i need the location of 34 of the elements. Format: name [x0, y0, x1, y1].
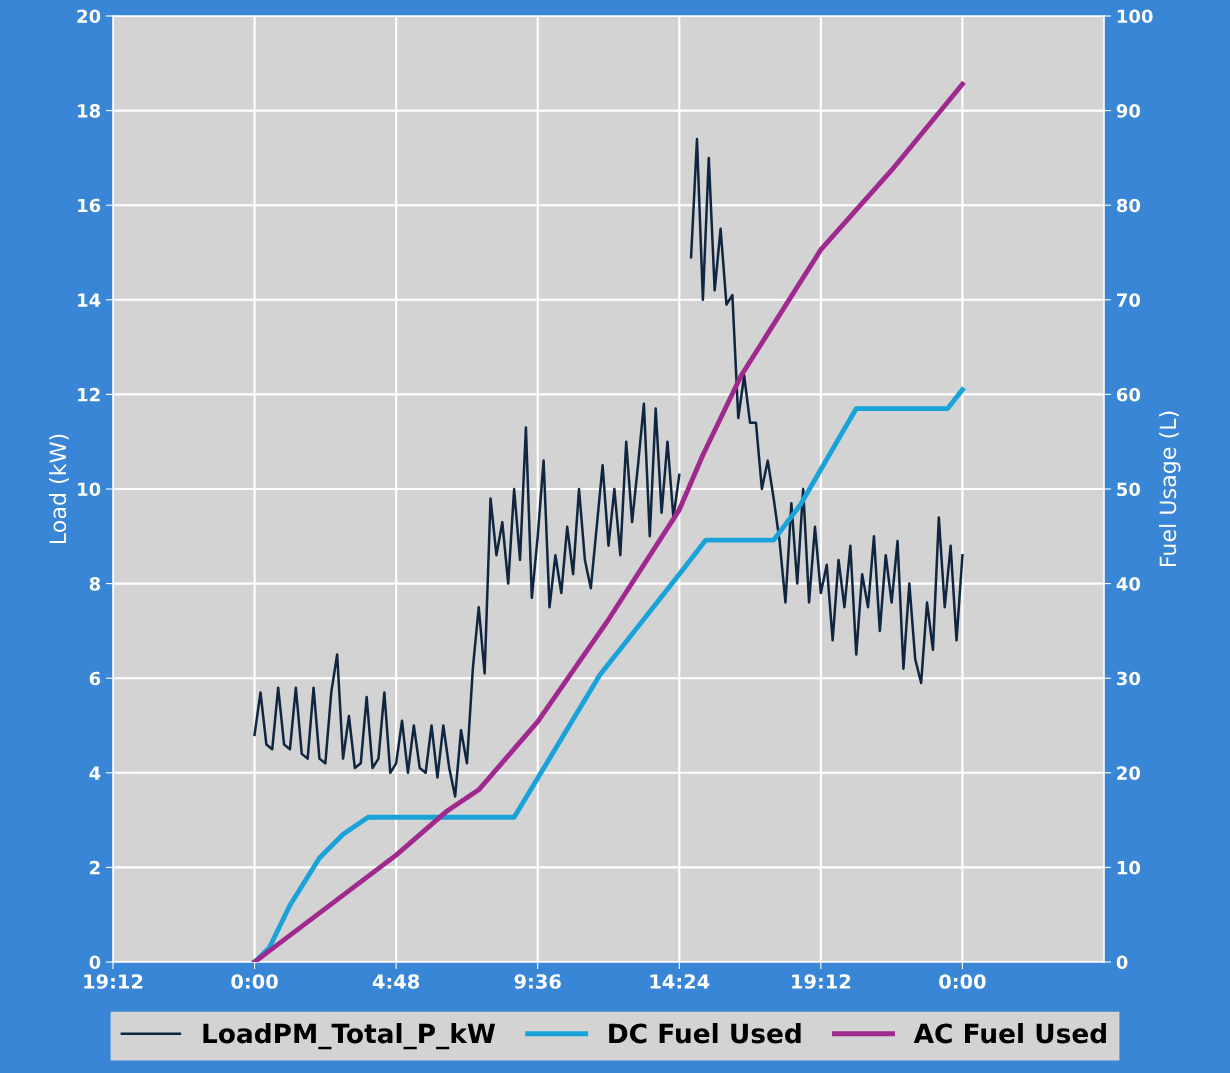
y-tick-label: 20	[77, 9, 101, 24]
y-tick-label: 6	[89, 671, 101, 686]
y-tick-label: 12	[78, 387, 100, 402]
x-tick-label: 9:36	[514, 974, 561, 989]
y2-tick-label: 0	[1116, 955, 1128, 970]
x-tick-label: 0:00	[939, 974, 986, 989]
y-tick-label: 4	[89, 766, 101, 780]
y-axis-title: Load (kW)	[49, 434, 69, 544]
y2-tick-label: 20	[1117, 766, 1141, 780]
y-tick-label: 10	[78, 482, 101, 497]
y2-tick-label: 40	[1116, 577, 1141, 591]
y2-tick-label: 50	[1117, 482, 1141, 497]
y2-tick-label: 10	[1117, 860, 1141, 875]
y-tick-label: 18	[78, 104, 101, 118]
y2-tick-label: 60	[1116, 387, 1141, 402]
y2-tick-label: 30	[1117, 671, 1141, 686]
legend-label: DC Fuel Used	[609, 1022, 801, 1044]
y-tick-label: 2	[90, 860, 100, 875]
x-tick-label: 19:12	[84, 974, 143, 989]
y2-tick-label: 70	[1117, 293, 1141, 307]
y-tick-label: 0	[89, 955, 101, 970]
y-tick-label: 14	[78, 293, 101, 307]
legend-label: AC Fuel Used	[913, 1022, 1106, 1044]
x-tick-label: 14:24	[650, 974, 710, 989]
legend-label: LoadPM_Total_P_kW	[203, 1022, 496, 1050]
y2-tick-label: 90	[1116, 104, 1141, 118]
y2-tick-label: 100	[1117, 9, 1153, 24]
y-tick-label: 8	[89, 577, 101, 591]
y-tick-label: 16	[78, 198, 101, 213]
y2-axis-title: Fuel Usage (L)	[1159, 411, 1181, 567]
x-tick-label: 0:00	[231, 974, 278, 989]
x-tick-label: 4:48	[372, 974, 420, 989]
y2-tick-label: 80	[1116, 198, 1141, 213]
x-tick-label: 19:12	[792, 974, 851, 989]
